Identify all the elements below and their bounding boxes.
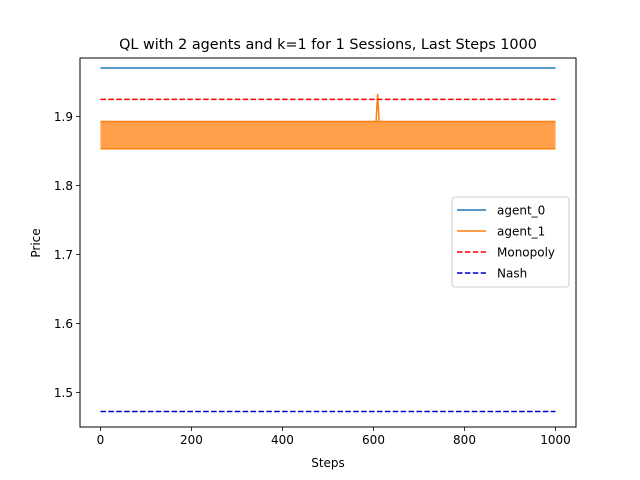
legend-label-nash: Nash xyxy=(497,267,527,281)
y-tick-label: 1.8 xyxy=(54,179,73,193)
legend-label-agent-0: agent_0 xyxy=(497,204,545,218)
series-layer xyxy=(100,67,556,413)
x-axis: 0 200 400 600 800 1000 xyxy=(97,427,571,447)
legend-label-monopoly: Monopoly xyxy=(497,246,555,260)
y-tick-label: 1.5 xyxy=(54,386,73,400)
x-tick-label: 400 xyxy=(271,433,294,447)
chart-title: QL with 2 agents and k=1 for 1 Sessions,… xyxy=(119,37,537,53)
series-agent-1-band xyxy=(100,121,556,149)
x-tick-label: 800 xyxy=(453,433,476,447)
y-axis: 1.5 1.6 1.7 1.8 1.9 xyxy=(54,110,80,400)
x-tick-label: 1000 xyxy=(540,433,571,447)
x-axis-label: Steps xyxy=(311,456,345,470)
y-tick-label: 1.6 xyxy=(54,317,73,331)
x-tick-label: 200 xyxy=(180,433,203,447)
y-axis-label: Price xyxy=(29,228,43,257)
axes-frame xyxy=(79,57,577,428)
x-tick-label: 600 xyxy=(362,433,385,447)
legend-box xyxy=(451,196,570,288)
y-tick-label: 1.9 xyxy=(54,110,73,124)
legend-label-agent-1: agent_1 xyxy=(497,225,545,239)
y-tick-label: 1.7 xyxy=(54,248,73,262)
legend: agent_0 agent_1 Monopoly Nash xyxy=(451,196,570,288)
x-tick-label: 0 xyxy=(97,433,105,447)
series-agent-1-spike xyxy=(375,93,380,122)
